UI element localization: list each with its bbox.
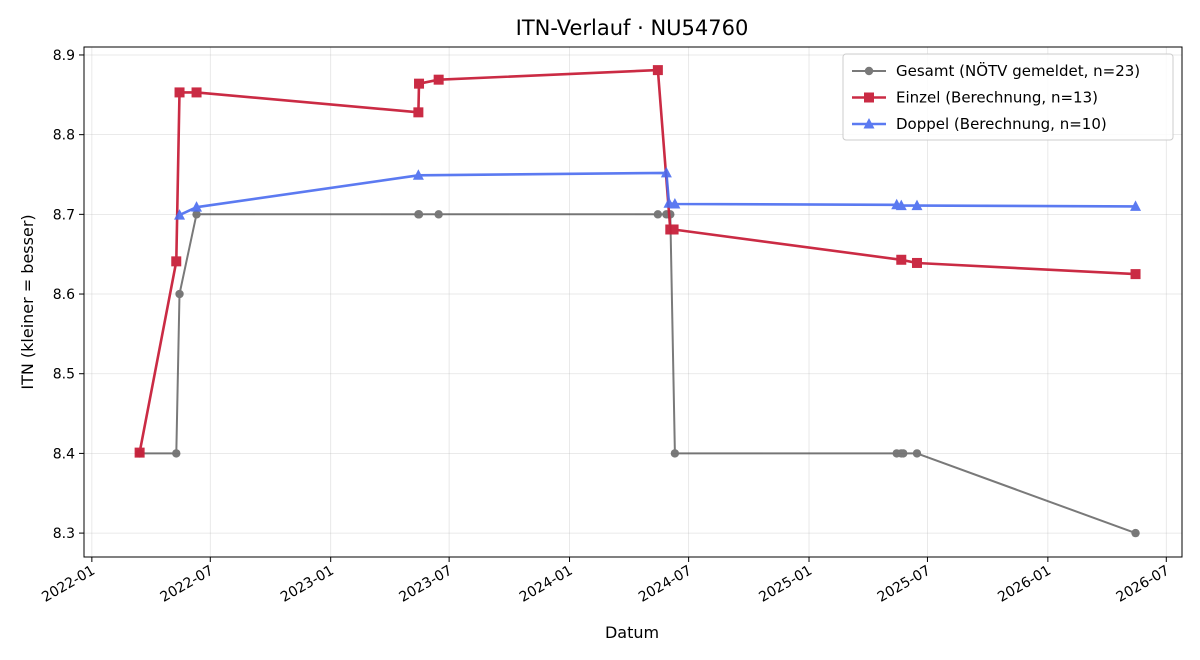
y-tick-label: 8.3 [53,526,75,542]
data-point [174,87,185,98]
data-point [172,449,181,458]
legend-marker [863,118,875,129]
data-point [1130,200,1142,211]
data-point [433,74,444,85]
data-point [895,199,907,211]
data-point [174,209,186,220]
data-point [670,449,680,458]
series-1 [134,65,1141,458]
legend: Gesamt (NÖTV gemeldet, n=23) Einzel (Bere… [842,53,1174,141]
data-point [653,210,663,219]
data-point [414,78,425,89]
y-axis-label: ITN (kleiner = besser) [18,214,37,389]
data-point [413,107,424,118]
data-point [191,87,202,98]
y-tick-label: 8.8 [53,128,75,144]
x-axis-label: Datum [605,623,659,642]
data-point [912,449,922,458]
y-tick-label: 8.7 [53,207,75,223]
legend-label: Doppel (Berechnung, n=10) [896,115,1107,133]
data-point [414,210,424,219]
data-point [134,447,145,458]
y-tick-label: 8.5 [53,367,75,383]
plot-frame [83,46,1183,558]
data-point [911,199,923,211]
series-2 [174,166,1142,220]
data-point [668,224,679,235]
legend-entry [852,92,886,103]
y-tick-label: 8.4 [53,446,75,462]
y-tick-label: 8.6 [53,287,75,303]
data-point [412,169,424,180]
legend-label: Einzel (Berechnung, n=13) [896,89,1098,107]
data-point [660,166,672,178]
data-point [191,201,203,212]
data-point [175,289,184,299]
legend-marker [864,66,874,76]
data-point [896,254,907,265]
legend-entry [852,118,886,129]
legend-label: Gesamt (NÖTV gemeldet, n=23) [896,61,1140,80]
data-point [1131,528,1140,538]
chart-title: ITN-Verlauf · NU54760 [516,16,749,40]
legend-box [842,53,1174,141]
data-point [899,449,908,458]
legend-marker [864,92,874,103]
series-layer [134,65,1142,538]
data-point [911,257,922,268]
y-tick-label: 8.9 [53,48,75,64]
data-point [171,256,182,267]
data-point [652,65,663,76]
y-axis-ticks: 8.3 8.4 8.5 8.6 8.7 8.8 8.9 [53,48,84,542]
data-point [1130,269,1141,280]
data-point [192,210,201,219]
data-point [669,197,681,209]
data-point [434,210,443,219]
legend-entry [852,66,886,76]
